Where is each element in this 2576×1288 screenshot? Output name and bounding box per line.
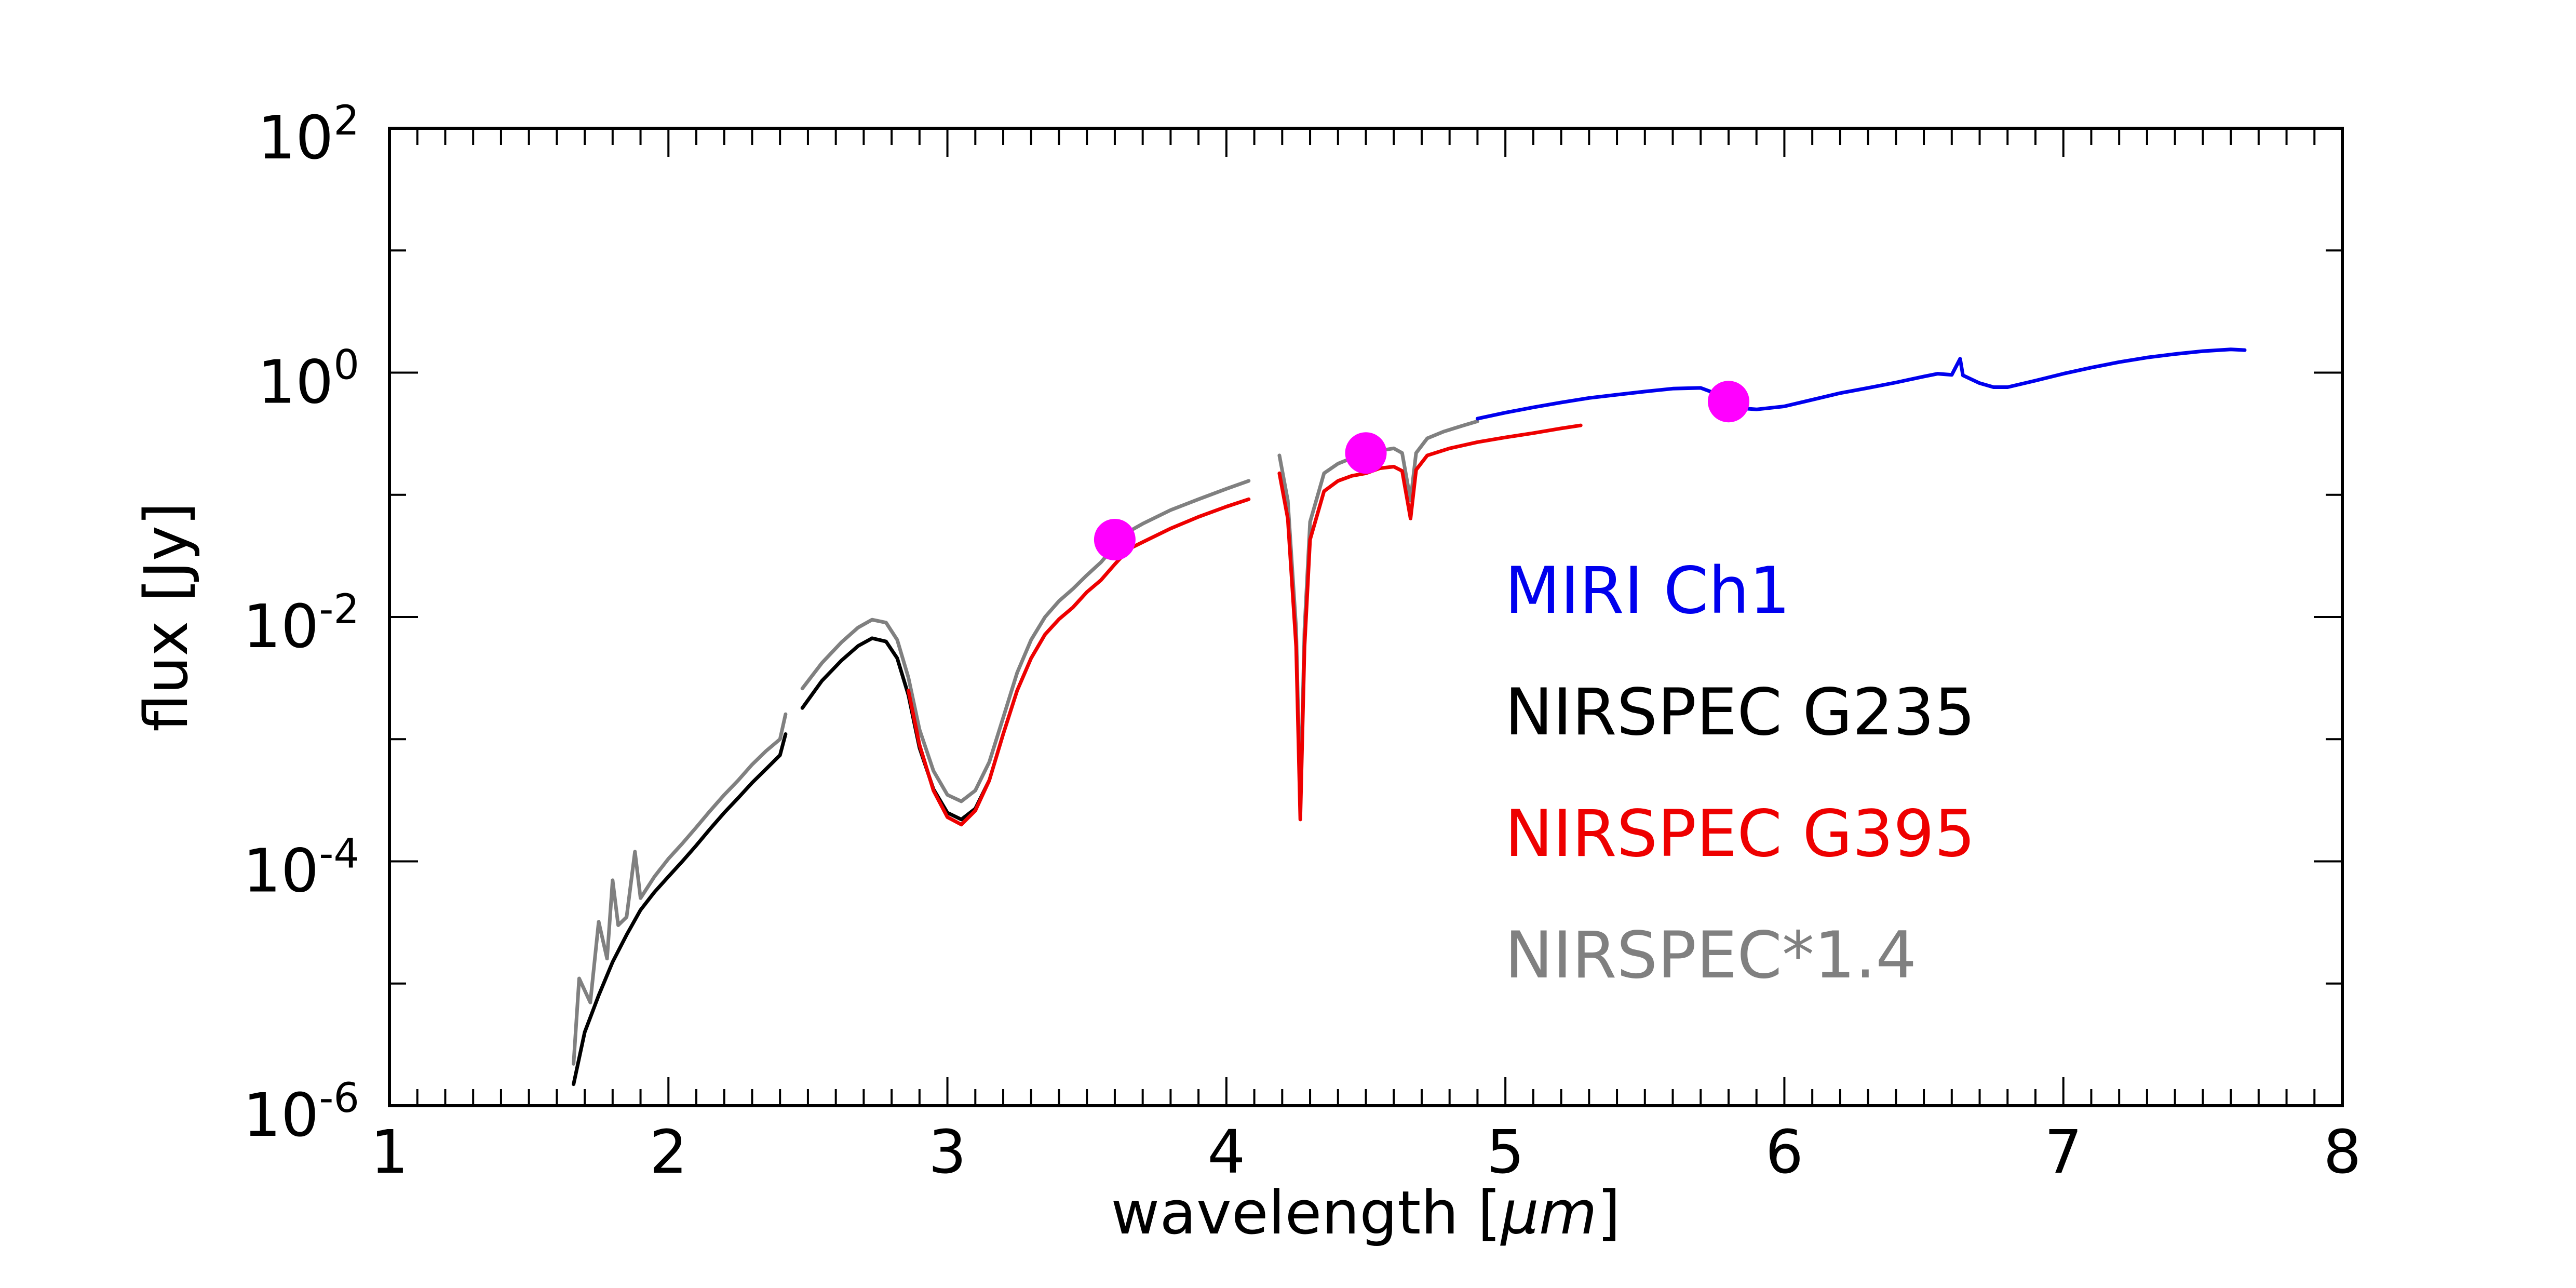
legend: MIRI Ch1 NIRSPEC G235 NIRSPEC G395 NIRSPEC*… — [1505, 554, 1975, 993]
x-tick-label: 4 — [1207, 1118, 1245, 1187]
series-line-segment — [572, 712, 788, 1066]
tick-label-layer: 1 2 3 4 5 6 7 8 10-6 10-4 10-2 100 102 — [243, 98, 2362, 1187]
plot-frame — [388, 127, 2344, 1107]
y-tick-label: 100 — [258, 342, 359, 418]
x-tick-label: 7 — [2044, 1118, 2082, 1187]
legend-entry: NIRSPEC*1.4 — [1505, 918, 1917, 993]
data-marker — [1094, 519, 1136, 560]
series-nirspec-g235 — [572, 636, 991, 1086]
marker-layer — [1094, 381, 1749, 560]
x-tick-label: 5 — [1487, 1118, 1525, 1187]
legend-entry: NIRSPEC G395 — [1505, 797, 1975, 871]
y-tick-label: 10-2 — [243, 586, 359, 662]
tick-layer — [388, 127, 2343, 1107]
series-line-segment — [572, 732, 788, 1086]
y-tick-label: 10-6 — [243, 1075, 359, 1150]
series-line-segment — [800, 479, 1251, 803]
y-axis-label: flux [Jy] — [132, 502, 201, 732]
x-tick-label: 6 — [1765, 1118, 1803, 1187]
y-tick-label: 10-4 — [243, 831, 359, 906]
series-line-segment — [1475, 347, 2247, 421]
series-miri-ch1 — [1475, 347, 2247, 421]
series-line-segment — [800, 636, 991, 822]
y-tick-label: 102 — [258, 98, 359, 173]
legend-entry: NIRSPEC G235 — [1505, 675, 1975, 750]
x-axis-label: wavelength [µm] — [1111, 1178, 1620, 1248]
legend-entry: MIRI Ch1 — [1505, 554, 1790, 628]
x-tick-label: 8 — [2323, 1118, 2361, 1187]
series-line-segment — [906, 497, 1251, 827]
data-marker — [1345, 432, 1387, 474]
series-line-segment — [1277, 423, 1583, 822]
x-tick-label: 2 — [650, 1118, 687, 1187]
series-nirspec-g395 — [906, 423, 1583, 827]
data-marker — [1708, 381, 1749, 423]
x-tick-label: 3 — [928, 1118, 966, 1187]
x-tick-label: 1 — [370, 1118, 408, 1187]
